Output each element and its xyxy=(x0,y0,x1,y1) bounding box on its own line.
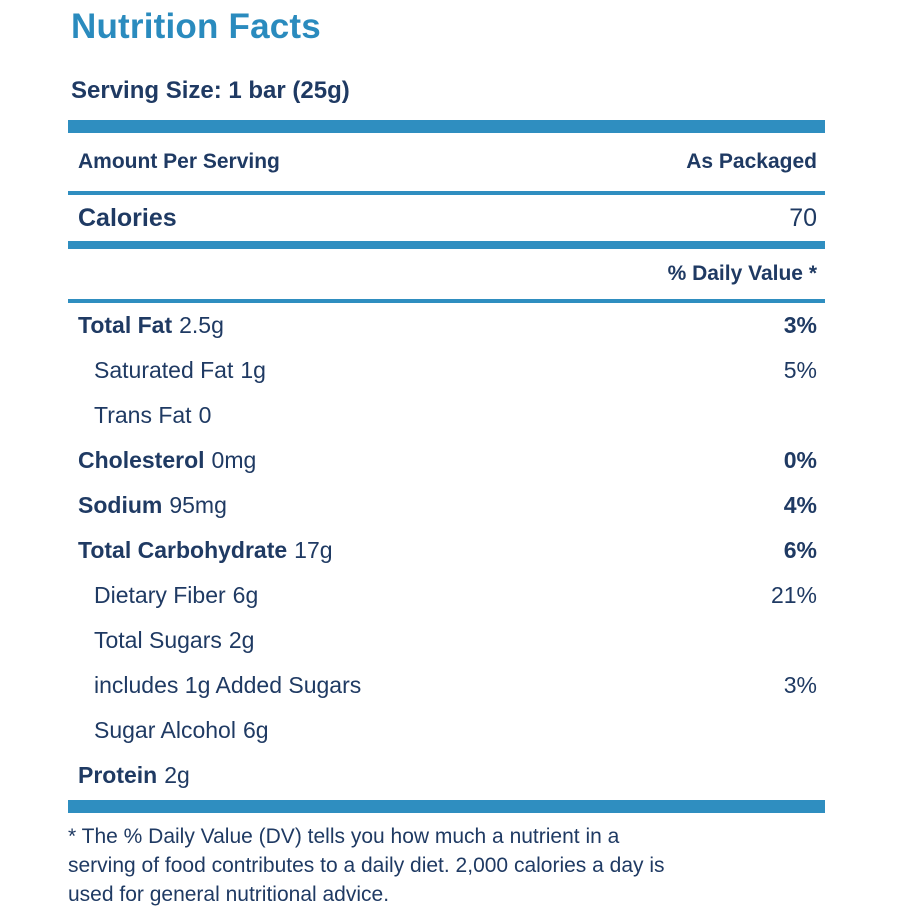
calories-value: 70 xyxy=(789,203,817,232)
nutrient-row-sugar-alcohol: Sugar Alcohol 6g xyxy=(68,708,825,753)
nutrient-name: Dietary Fiber xyxy=(94,582,226,608)
nutrient-amount: 17g xyxy=(294,537,333,563)
nutrient-name: Protein xyxy=(78,762,158,788)
separator-bar-bottom xyxy=(68,800,825,813)
label-title: Nutrition Facts xyxy=(71,7,321,46)
separator-bar-mid xyxy=(68,241,825,249)
nutrient-row-saturated-fat: Saturated Fat 1g 5% xyxy=(68,348,825,393)
nutrient-name: Cholesterol xyxy=(78,447,205,473)
nutrient-daily-value: 5% xyxy=(783,357,817,383)
nutrient-amount: 2.5g xyxy=(179,312,224,338)
separator-line xyxy=(68,299,825,303)
nutrient-amount: 2g xyxy=(228,627,255,653)
nutrient-row-cholesterol: Cholesterol 0mg 0% xyxy=(68,438,825,483)
nutrient-rows: Total Fat 2.5g 3% Saturated Fat 1g 5% Tr… xyxy=(68,303,825,798)
nutrient-name: Sugar Alcohol xyxy=(94,717,236,743)
amount-per-serving-label: Amount Per Serving xyxy=(78,150,280,173)
nutrient-amount: 0 xyxy=(198,402,212,428)
nutrient-name: Total Carbohydrate xyxy=(78,537,288,563)
calories-label: Calories xyxy=(78,203,177,232)
nutrient-row-added-sugars: includes 1g Added Sugars 3% xyxy=(68,663,825,708)
nutrient-row-dietary-fiber: Dietary Fiber 6g 21% xyxy=(68,573,825,618)
as-packaged-label: As Packaged xyxy=(686,150,817,173)
nutrient-row-total-carbohydrate: Total Carbohydrate 17g 6% xyxy=(68,528,825,573)
nutrient-name: Trans Fat xyxy=(94,402,192,428)
nutrient-row-total-fat: Total Fat 2.5g 3% xyxy=(68,303,825,348)
nutrient-row-total-sugars: Total Sugars 2g xyxy=(68,618,825,663)
nutrient-amount: 95mg xyxy=(169,492,227,518)
nutrient-name: Total Sugars xyxy=(94,627,222,653)
nutrient-name: Sodium xyxy=(78,492,163,518)
nutrient-amount: 1g xyxy=(240,357,266,383)
serving-size: Serving Size: 1 bar (25g) xyxy=(71,77,350,104)
nutrient-daily-value: 4% xyxy=(783,492,817,518)
nutrient-name: Total Fat xyxy=(78,312,173,338)
nutrient-row-protein: Protein 2g xyxy=(68,753,825,798)
separator-bar-top xyxy=(68,120,825,133)
nutrient-daily-value: 0% xyxy=(783,447,817,473)
nutrient-row-sodium: Sodium 95mg 4% xyxy=(68,483,825,528)
nutrient-daily-value: 6% xyxy=(783,537,817,563)
nutrient-daily-value: 3% xyxy=(783,312,817,338)
calories-row: Calories 70 xyxy=(68,195,825,241)
separator-line xyxy=(68,191,825,195)
nutrient-daily-value: 21% xyxy=(770,582,817,608)
nutrient-name: includes 1g Added Sugars xyxy=(94,672,362,698)
nutrient-amount: 2g xyxy=(164,762,190,788)
daily-value-header: % Daily Value * xyxy=(667,262,817,285)
nutrient-name: Saturated Fat xyxy=(94,357,234,383)
nutrient-amount: 6g xyxy=(232,582,259,608)
nutrient-daily-value: 3% xyxy=(783,672,817,698)
nutrient-row-trans-fat: Trans Fat 0 xyxy=(68,393,825,438)
footnote: * The % Daily Value (DV) tells you how m… xyxy=(68,825,665,906)
header-row: Amount Per Serving As Packaged xyxy=(68,133,825,191)
nutrient-amount: 0mg xyxy=(211,447,257,473)
nutrient-amount: 6g xyxy=(242,717,269,743)
